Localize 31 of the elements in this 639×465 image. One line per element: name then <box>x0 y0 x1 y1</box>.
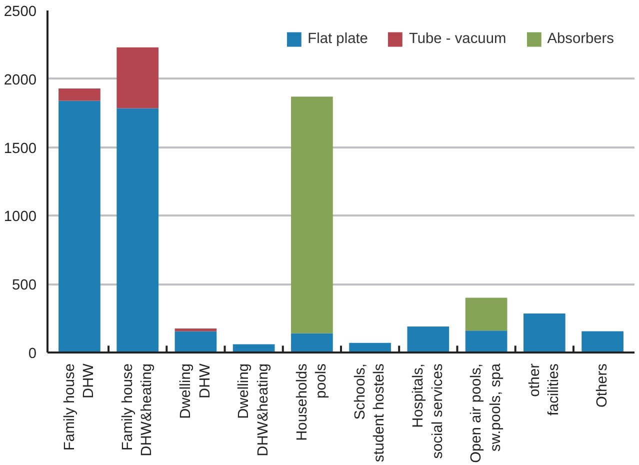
bar <box>291 333 333 352</box>
y-tick-label: 500 <box>12 278 37 294</box>
bar <box>174 331 217 352</box>
legend-label: Absorbers <box>547 31 614 47</box>
x-tick-label: Households pools <box>294 363 330 441</box>
bar <box>116 47 159 108</box>
bar <box>465 298 508 331</box>
x-tick-label: Open air pools, sw.pools, spa <box>468 362 504 463</box>
y-tick-label: 1500 <box>4 140 37 157</box>
bar <box>407 326 450 352</box>
x-tick-label: other facilities <box>526 363 562 416</box>
legend-label: Tube - vacuum <box>408 31 506 47</box>
x-tick-label: Family house DHW <box>62 363 98 451</box>
y-tick-label: 0 <box>28 346 37 362</box>
bar <box>291 96 333 334</box>
bar <box>174 328 217 332</box>
x-tick-label: Others <box>594 364 611 408</box>
legend-label: Flat plate <box>308 31 368 47</box>
y-tick-label: 2000 <box>4 72 37 88</box>
x-tick-label: Dwelling DHW&heating <box>236 363 272 456</box>
x-tick-label: Hospitals, social services <box>410 363 446 459</box>
y-tick-label: 1000 <box>4 209 37 226</box>
bar <box>58 88 100 101</box>
bar <box>58 100 100 352</box>
bar <box>523 314 566 352</box>
bar <box>465 330 508 352</box>
y-tick-label: 2500 <box>4 4 37 20</box>
x-tick-label: Family house DHW&heating <box>120 363 156 456</box>
bar <box>582 331 624 352</box>
bar <box>116 108 159 352</box>
x-tick-label: Dwelling DHW <box>178 363 214 419</box>
